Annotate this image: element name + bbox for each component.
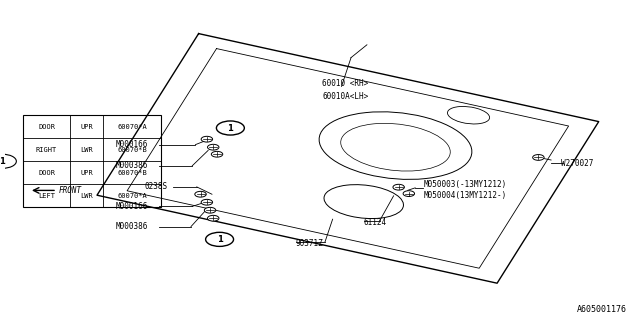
Circle shape — [204, 207, 216, 213]
Circle shape — [0, 154, 17, 168]
Circle shape — [403, 191, 415, 196]
Circle shape — [393, 184, 404, 190]
Text: M050004(13MY1212-): M050004(13MY1212-) — [424, 191, 508, 200]
Text: 60070*B: 60070*B — [117, 170, 147, 176]
Text: 60070*A: 60070*A — [117, 124, 147, 130]
Text: 60010A<LH>: 60010A<LH> — [323, 92, 369, 100]
Text: FRONT: FRONT — [59, 186, 82, 195]
Text: 60070*B: 60070*B — [117, 147, 147, 153]
Text: 60010 <RH>: 60010 <RH> — [323, 79, 369, 88]
Circle shape — [216, 121, 244, 135]
Text: 60070*A: 60070*A — [117, 193, 147, 199]
Text: M000386: M000386 — [116, 161, 148, 170]
Text: 61124: 61124 — [364, 218, 387, 227]
Circle shape — [211, 151, 223, 157]
Text: 90371Z: 90371Z — [296, 239, 324, 248]
Circle shape — [207, 215, 219, 221]
Text: LEFT: LEFT — [38, 193, 55, 199]
Circle shape — [532, 155, 544, 160]
Circle shape — [195, 191, 206, 197]
Text: M000386: M000386 — [116, 222, 148, 231]
Text: W270027: W270027 — [561, 159, 593, 168]
Text: DOOR: DOOR — [38, 124, 55, 130]
Text: UPR: UPR — [81, 124, 93, 130]
Text: M000166: M000166 — [116, 202, 148, 211]
Circle shape — [201, 199, 212, 205]
Text: UPR: UPR — [81, 170, 93, 176]
Text: DOOR: DOOR — [38, 170, 55, 176]
Circle shape — [205, 232, 234, 246]
Circle shape — [207, 144, 219, 150]
Text: RIGHT: RIGHT — [36, 147, 57, 153]
Text: M050003(-13MY1212): M050003(-13MY1212) — [424, 180, 508, 188]
Text: A605001176: A605001176 — [577, 305, 627, 314]
Text: LWR: LWR — [81, 193, 93, 199]
Text: 1: 1 — [0, 157, 5, 166]
Text: LWR: LWR — [81, 147, 93, 153]
Text: M000166: M000166 — [116, 140, 148, 149]
Circle shape — [201, 136, 212, 142]
Text: 0238S: 0238S — [145, 182, 168, 191]
Text: 1: 1 — [227, 124, 234, 132]
Text: 1: 1 — [217, 235, 223, 244]
Bar — [22, 115, 161, 207]
